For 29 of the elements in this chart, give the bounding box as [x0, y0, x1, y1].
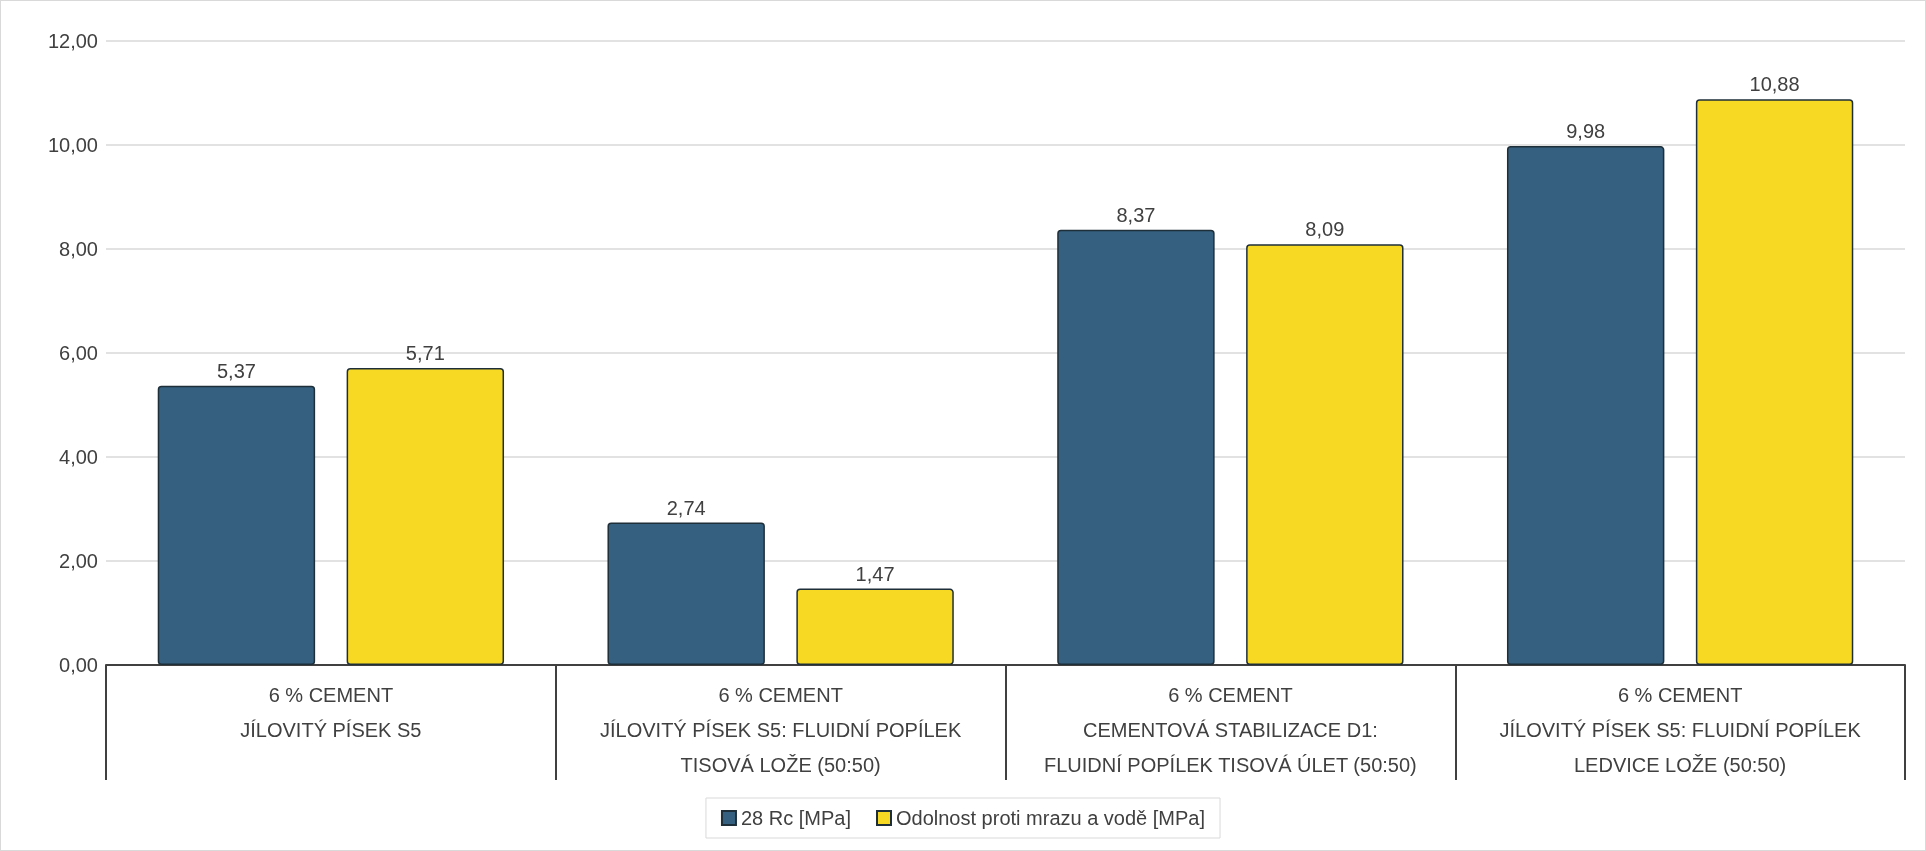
- bar: [1057, 229, 1215, 665]
- data-label: 1,47: [855, 562, 895, 585]
- legend-label: 28 Rc [MPa]: [740, 807, 852, 829]
- bar: [346, 368, 505, 665]
- bar: [1246, 244, 1404, 665]
- y-tick-label: 2,00: [59, 550, 98, 572]
- data-label: 5,71: [405, 342, 445, 365]
- bar: [796, 588, 954, 665]
- x-tick-label: 6 % CEMENT JÍLOVITÝ PÍSEK S5: [240, 683, 422, 741]
- bar: [1506, 146, 1665, 665]
- x-tick-label: 6 % CEMENT JÍLOVITÝ PÍSEK S5: FLUIDNÍ POPÍLEK TISOVÁ LOŽE (50:50): [600, 683, 962, 776]
- y-tick-label: 8,00: [59, 238, 98, 260]
- bar: [1695, 99, 1854, 665]
- x-tick-label: 6 % CEMENT JÍLOVITÝ PÍSEK S5: FLUIDNÍ POPÍLEK LEDVICE LOŽE (50:50): [1499, 683, 1862, 776]
- data-label: 8,09: [1305, 218, 1345, 241]
- data-label: 5,37: [216, 359, 256, 382]
- bar: [607, 522, 765, 665]
- x-tick-label: 6 % CEMENT CEMENTOVÁ STABILIZACE D1: FLUIDNÍ POPÍLEK TISOVÁ ÚLET (50:50): [1044, 683, 1417, 776]
- data-label: 2,74: [666, 496, 706, 519]
- y-tick-label: 0,00: [59, 654, 98, 676]
- y-tick-label: 10,00: [47, 134, 98, 156]
- y-tick-label: 4,00: [59, 446, 98, 468]
- data-label: 9,98: [1566, 120, 1606, 143]
- data-label: 8,37: [1116, 203, 1156, 226]
- y-tick-label: 12,00: [47, 30, 98, 52]
- bar: [157, 385, 316, 665]
- y-tick-label: 6,00: [59, 342, 98, 364]
- data-label: 10,88: [1749, 73, 1800, 96]
- legend-label: Odolnost proti mrazu a vodě [MPa]: [896, 807, 1206, 829]
